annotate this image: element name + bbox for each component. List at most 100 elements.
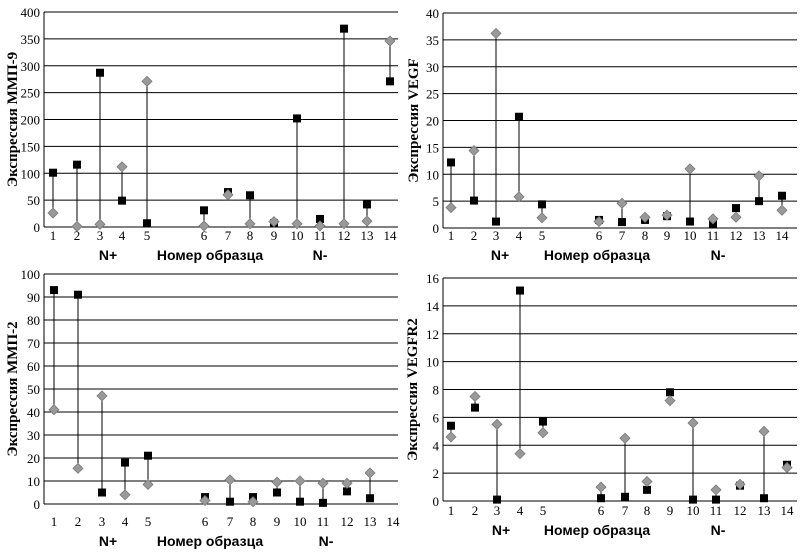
x-tick-label: 12 xyxy=(730,228,743,243)
x-tick-label: 14 xyxy=(387,514,401,529)
data-point-square xyxy=(340,24,348,33)
data-point-square xyxy=(144,451,152,460)
data-point-square xyxy=(296,497,304,506)
data-point-square xyxy=(343,487,351,496)
data-point-square xyxy=(538,200,546,209)
y-tick-label: 10 xyxy=(426,355,439,370)
y-tick-label: 8 xyxy=(433,383,440,398)
x-tick-label: 14 xyxy=(776,228,790,243)
y-tick-label: 2 xyxy=(433,466,440,481)
y-tick-label: 15 xyxy=(426,140,439,155)
data-point-square xyxy=(143,219,151,228)
x-tick-label: 7 xyxy=(622,503,629,518)
y-axis-label: Экспрессия VEGF xyxy=(406,58,422,182)
data-point-diamond xyxy=(244,218,256,230)
data-point-square xyxy=(363,200,371,209)
x-tick-label: 5 xyxy=(540,503,547,518)
x-tick-label: 4 xyxy=(517,503,524,518)
y-tick-label: 5 xyxy=(433,194,440,209)
y-tick-label: 250 xyxy=(21,86,41,101)
data-point-diamond xyxy=(781,461,793,474)
data-point-square xyxy=(666,388,674,397)
data-point-diamond xyxy=(687,417,699,429)
x-tick-label: 7 xyxy=(619,228,626,243)
data-point-diamond xyxy=(619,432,631,444)
x-tick-label: 11 xyxy=(710,503,723,518)
x-tick-label: 2 xyxy=(471,228,478,243)
data-point-diamond xyxy=(72,462,84,474)
data-point-square xyxy=(366,494,374,503)
y-tick-label: 10 xyxy=(27,474,40,489)
x-tick-label: 7 xyxy=(225,228,232,243)
data-point-diamond xyxy=(536,212,548,224)
y-tick-label: 200 xyxy=(21,113,41,128)
y-tick-label: 20 xyxy=(27,451,40,466)
data-point-square xyxy=(98,488,106,497)
x-tick-label: 4 xyxy=(119,228,126,243)
x-tick-label: 12 xyxy=(338,228,351,243)
data-point-square xyxy=(49,168,57,177)
x-tick-label: 1 xyxy=(448,228,455,243)
data-point-diamond xyxy=(445,431,457,443)
y-tick-label: 35 xyxy=(426,33,439,48)
data-point-square xyxy=(539,417,547,426)
x-tick-label: 3 xyxy=(97,228,104,243)
x-tick-label: 5 xyxy=(539,228,546,243)
x-tick-label: 1 xyxy=(50,228,57,243)
y-tick-label: 150 xyxy=(21,139,41,154)
data-point-diamond xyxy=(94,218,106,230)
data-point-diamond xyxy=(730,211,742,223)
y-tick-label: 60 xyxy=(27,359,40,374)
data-point-diamond xyxy=(513,191,525,203)
x-tick-label: 1 xyxy=(448,503,455,518)
data-point-square xyxy=(118,196,126,205)
x-tick-label: 8 xyxy=(644,503,651,518)
x-tick-label: 3 xyxy=(493,228,500,243)
x-tick-label: 11 xyxy=(707,228,720,243)
data-point-diamond xyxy=(119,489,131,501)
x-axis-label: Номер образца xyxy=(157,533,264,549)
data-point-square xyxy=(121,458,129,467)
data-point-square xyxy=(386,77,394,86)
x-tick-label: 9 xyxy=(664,228,671,243)
y-tick-label: 10 xyxy=(426,167,439,182)
data-point-square xyxy=(493,495,501,504)
data-point-square xyxy=(73,160,81,169)
data-point-diamond xyxy=(710,484,722,496)
data-point-square xyxy=(597,494,605,503)
x-tick-label: 8 xyxy=(247,228,254,243)
y-tick-label: 16 xyxy=(426,271,440,286)
data-point-square xyxy=(712,495,720,504)
data-point-diamond xyxy=(268,216,280,228)
y-tick-label: 30 xyxy=(27,428,40,443)
data-point-square xyxy=(273,488,281,497)
data-point-diamond xyxy=(71,220,83,233)
y-tick-label: 6 xyxy=(433,410,440,425)
data-point-diamond xyxy=(314,220,326,232)
data-point-square xyxy=(732,204,740,213)
data-point-diamond xyxy=(48,404,60,416)
x-tick-label: 2 xyxy=(75,514,82,529)
data-point-square xyxy=(515,112,523,121)
group-label: N+ xyxy=(491,247,509,263)
y-tick-label: 40 xyxy=(426,6,439,21)
y-tick-label: 30 xyxy=(426,60,439,75)
x-tick-label: 8 xyxy=(250,514,257,529)
data-point-square xyxy=(689,495,697,504)
data-point-diamond xyxy=(341,477,353,489)
data-point-diamond xyxy=(199,494,211,507)
y-axis-label: Экспрессия ММП-9 xyxy=(5,52,21,187)
data-point-diamond xyxy=(224,474,236,486)
y-tick-label: 25 xyxy=(426,87,439,102)
x-tick-label: 9 xyxy=(274,514,281,529)
data-point-diamond xyxy=(753,170,765,182)
x-axis-label: Номер образца xyxy=(544,522,651,538)
data-point-diamond xyxy=(595,481,607,493)
group-label: N+ xyxy=(99,247,117,263)
data-point-square xyxy=(316,214,324,223)
data-point-diamond xyxy=(468,145,480,157)
data-point-diamond xyxy=(294,475,306,487)
x-tick-label: 2 xyxy=(472,503,479,518)
data-point-square xyxy=(200,206,208,215)
